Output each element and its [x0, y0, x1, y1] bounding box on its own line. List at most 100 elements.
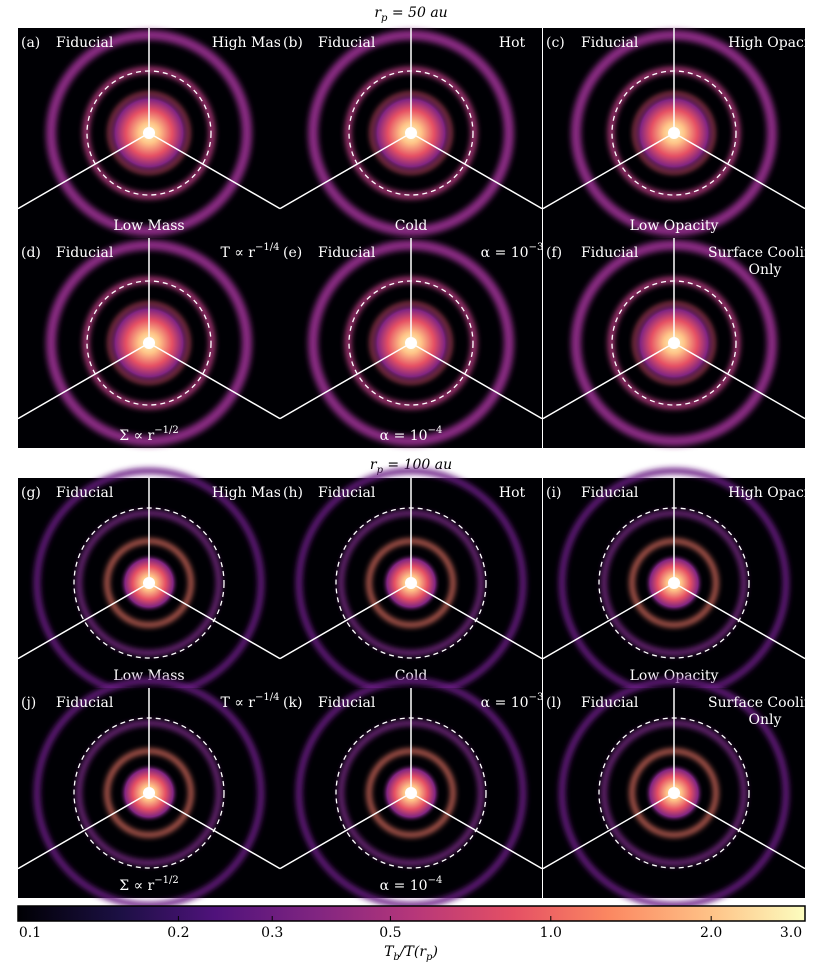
- wedge-label-part: High Opacity: [728, 35, 822, 51]
- wedge-label-part: Surface Cooling: [708, 245, 822, 261]
- wedge-label-part: Σ ∝ r: [119, 428, 154, 444]
- wedge-divider: [410, 342, 543, 420]
- wedge-label: High Opacity: [728, 35, 822, 51]
- wedge-label: Surface Cooling: [708, 245, 822, 261]
- wedge-label-part: α = 10: [380, 878, 428, 894]
- panel-letter: (j): [21, 695, 36, 711]
- section-title-part: p: [381, 13, 388, 24]
- panel: (e) Fiducial: [279, 238, 543, 448]
- wedge-divider: [542, 582, 675, 660]
- colorbar-tick-label: 0.1: [19, 925, 41, 941]
- ring: [34, 678, 264, 908]
- wedge-label: T ∝ r−1/4: [221, 242, 280, 261]
- wedge-divider: [673, 132, 806, 210]
- panel-letter: (l): [546, 695, 561, 711]
- colorbar-tick-label: 3.0: [780, 925, 802, 941]
- wedge-label: Low Mass: [113, 218, 184, 234]
- panel-letter: (d): [21, 245, 41, 261]
- ring: [296, 678, 526, 908]
- wedge-label: Fiducial: [581, 35, 639, 51]
- wedge-label-part: α = 10: [481, 245, 529, 261]
- panel: (b) Fiducial: [279, 28, 543, 238]
- wedge-label-part: High Opacity: [728, 485, 822, 501]
- wedge-label-part: −1/4: [255, 692, 279, 703]
- wedge-label: α = 10−4: [380, 875, 443, 894]
- section-title-part: = 50 au: [387, 5, 447, 21]
- wedge-label: Fiducial: [581, 695, 639, 711]
- wedge-label: Low Opacity: [630, 218, 719, 234]
- wedge-divider: [17, 582, 150, 660]
- colorbar: [17, 905, 806, 922]
- wedge-label: Only: [749, 262, 782, 278]
- panel: (l) Fiducial Only: [542, 678, 806, 908]
- wedge-divider: [279, 342, 412, 420]
- panel-letter: (k): [283, 695, 302, 711]
- wedge-label-part: Σ ∝ r: [119, 878, 154, 894]
- section-title-part: r: [374, 5, 382, 21]
- wedge-label: Fiducial: [318, 35, 376, 51]
- wedge-label-part: −1/4: [255, 242, 279, 253]
- wedge-label-part: α = 10: [380, 428, 428, 444]
- wedge-label-part: Low Mass: [113, 218, 184, 234]
- panel: (f) Fiducial Only: [542, 238, 806, 448]
- panel-letter: (e): [283, 245, 302, 261]
- wedge-label: Hot: [499, 35, 526, 51]
- section-title: rp = 50 au: [374, 5, 447, 24]
- wedge-label-part: −3: [529, 242, 544, 253]
- panel: (c) Fiducial: [542, 28, 806, 238]
- wedge-divider: [410, 582, 543, 660]
- wedge-label: High Opacity: [728, 485, 822, 501]
- wedge-label: Fiducial: [318, 245, 376, 261]
- colorbar-tick-label: 1.0: [540, 925, 562, 941]
- wedge-divider: [17, 792, 150, 870]
- wedge-label: Σ ∝ r−1/2: [119, 425, 178, 444]
- wedge-label: Fiducial: [581, 245, 639, 261]
- wedge-divider: [17, 132, 150, 210]
- wedge-label-part: Cold: [395, 218, 428, 234]
- wedge-label-part: −1/2: [154, 875, 178, 886]
- wedge-label: Fiducial: [318, 695, 376, 711]
- wedge-divider: [542, 132, 675, 210]
- wedge-label: Only: [749, 712, 782, 728]
- wedge-divider: [673, 342, 806, 420]
- wedge-label-part: High Mass: [212, 35, 288, 51]
- colorbar-tick-label: 2.0: [700, 925, 722, 941]
- colorbar-label-part: b: [393, 952, 399, 963]
- panel: (g) Fiducial: [17, 468, 281, 698]
- wedge-label-part: −4: [428, 425, 443, 436]
- wedge-label: Σ ∝ r−1/2: [119, 875, 178, 894]
- wedge-label: α = 10−3: [481, 692, 544, 711]
- colorbar-tick-label: 0.2: [167, 925, 189, 941]
- wedge-divider: [148, 582, 281, 660]
- wedge-divider: [148, 342, 281, 420]
- colorbar-label-part: /T(r: [398, 944, 428, 960]
- wedge-label: High Mass: [212, 485, 288, 501]
- section-title-part: r: [370, 457, 378, 473]
- wedge-label-part: α = 10: [481, 695, 529, 711]
- wedge-label: Cold: [395, 218, 428, 234]
- section-title-part: p: [377, 465, 384, 476]
- wedge-divider: [542, 792, 675, 870]
- wedge-divider: [542, 342, 675, 420]
- wedge-divider: [673, 582, 806, 660]
- colorbar-label-part: ): [431, 944, 437, 960]
- wedge-label: Fiducial: [318, 485, 376, 501]
- panel-letter: (b): [283, 35, 303, 51]
- wedge-divider: [148, 792, 281, 870]
- panel-letter: (h): [283, 485, 303, 501]
- wedge-label-part: Surface Cooling: [708, 695, 822, 711]
- wedge-label-part: T ∝ r: [221, 245, 256, 261]
- wedge-label-part: Hot: [499, 485, 526, 501]
- wedge-label: T ∝ r−1/4: [221, 692, 280, 711]
- wedge-label-part: Low Opacity: [630, 218, 719, 234]
- wedge-divider: [279, 582, 412, 660]
- wedge-label: α = 10−4: [380, 425, 443, 444]
- wedge-label-part: −4: [428, 875, 443, 886]
- panel: (a) Fiducial: [17, 28, 281, 238]
- wedge-divider: [17, 342, 150, 420]
- panel: (i) Fiducial: [542, 468, 806, 698]
- wedge-label-part: High Mass: [212, 485, 288, 501]
- panel-letter: (i): [546, 485, 561, 501]
- colorbar-tick-label: 0.5: [379, 925, 401, 941]
